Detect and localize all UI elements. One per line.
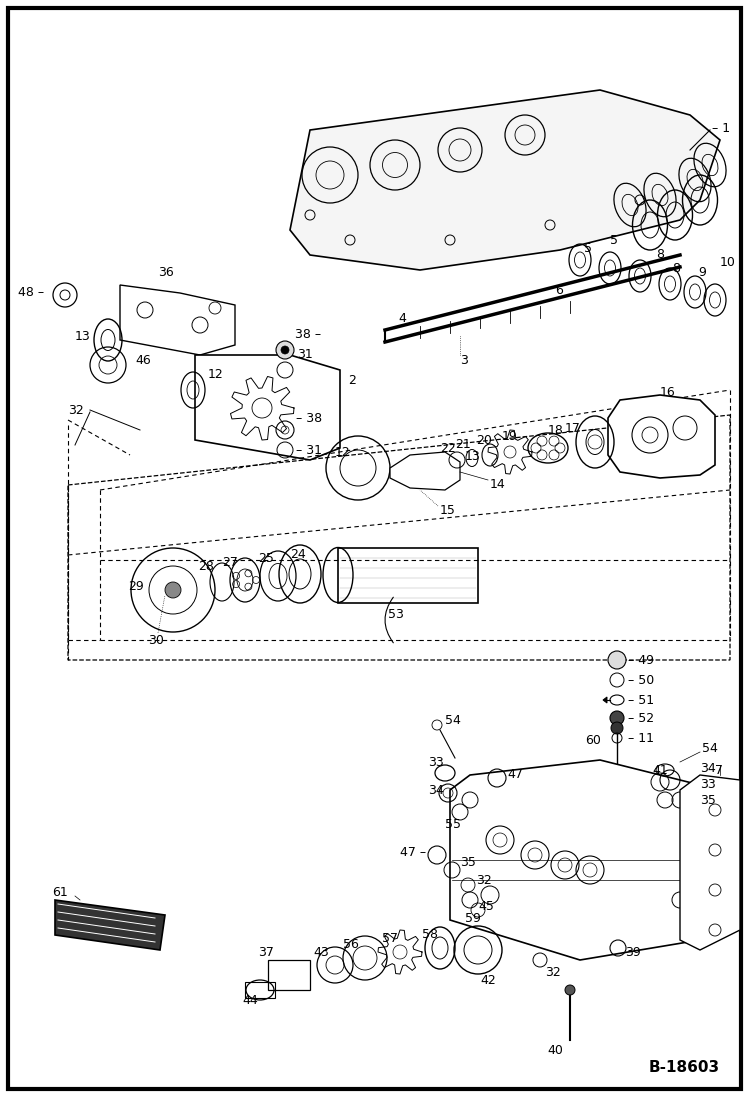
Text: 44: 44 <box>242 994 258 1007</box>
Text: 32: 32 <box>545 965 561 979</box>
Text: 54: 54 <box>445 713 461 726</box>
Text: 30: 30 <box>148 633 164 646</box>
Circle shape <box>608 651 626 669</box>
Circle shape <box>565 985 575 995</box>
Text: 61: 61 <box>52 885 67 898</box>
Text: 45: 45 <box>478 901 494 914</box>
Circle shape <box>281 346 289 354</box>
Polygon shape <box>290 90 720 270</box>
Polygon shape <box>195 355 340 460</box>
Text: 25: 25 <box>258 552 274 565</box>
Text: – 1: – 1 <box>712 122 730 135</box>
Text: 14: 14 <box>490 478 506 491</box>
Text: 42: 42 <box>480 973 496 986</box>
Text: 47: 47 <box>507 769 523 781</box>
Text: 60: 60 <box>585 734 601 746</box>
Circle shape <box>610 711 624 725</box>
Text: – 31: – 31 <box>296 443 322 456</box>
Text: 33: 33 <box>428 756 443 769</box>
Text: 15: 15 <box>440 504 456 517</box>
Text: 28: 28 <box>198 559 214 573</box>
Text: 32: 32 <box>68 404 84 417</box>
Text: 2: 2 <box>348 373 356 386</box>
Text: 16: 16 <box>660 385 676 398</box>
Polygon shape <box>120 285 235 355</box>
Text: 39: 39 <box>625 946 640 959</box>
Text: 53: 53 <box>388 609 404 622</box>
Polygon shape <box>680 774 740 950</box>
Text: – 52: – 52 <box>628 712 654 724</box>
Text: 8: 8 <box>656 249 664 261</box>
Text: – 50: – 50 <box>628 674 654 687</box>
Text: 59: 59 <box>465 912 481 925</box>
Text: B-18603: B-18603 <box>649 1060 720 1075</box>
Text: 35: 35 <box>460 856 476 869</box>
Text: 57: 57 <box>382 932 398 946</box>
Bar <box>245 982 275 998</box>
Text: 46: 46 <box>135 353 151 366</box>
Text: 18: 18 <box>548 423 564 437</box>
Text: 35: 35 <box>700 793 716 806</box>
Text: 12: 12 <box>335 446 351 460</box>
Text: 37: 37 <box>258 946 274 959</box>
Text: – 49: – 49 <box>628 654 654 667</box>
Text: 9: 9 <box>698 265 706 279</box>
Text: 4: 4 <box>398 312 406 325</box>
Text: 5: 5 <box>610 234 618 247</box>
Text: 20: 20 <box>476 434 492 448</box>
Text: 32: 32 <box>476 873 492 886</box>
Text: – 38: – 38 <box>296 411 322 425</box>
Text: 8: 8 <box>672 261 680 274</box>
Polygon shape <box>450 760 720 960</box>
Text: 34: 34 <box>428 783 443 796</box>
Text: 38 –: 38 – <box>295 328 321 341</box>
Text: 27: 27 <box>222 555 238 568</box>
Text: 41: 41 <box>652 764 668 777</box>
Text: 34: 34 <box>700 761 716 774</box>
Text: 54: 54 <box>702 742 718 755</box>
Text: 24: 24 <box>290 548 306 562</box>
Text: 36: 36 <box>158 265 174 279</box>
Text: 13: 13 <box>465 450 481 463</box>
Text: 33: 33 <box>700 779 716 792</box>
Polygon shape <box>390 452 460 490</box>
Polygon shape <box>603 697 607 703</box>
Text: – 51: – 51 <box>628 693 654 706</box>
Text: 12: 12 <box>208 369 224 382</box>
Text: 47 –: 47 – <box>400 847 426 860</box>
Text: 19: 19 <box>502 430 518 442</box>
Text: 58: 58 <box>422 928 438 941</box>
Polygon shape <box>55 900 165 950</box>
Text: 55: 55 <box>445 818 461 832</box>
Bar <box>338 548 478 603</box>
Polygon shape <box>608 395 715 478</box>
Text: – 11: – 11 <box>628 732 654 745</box>
Text: 3: 3 <box>460 353 468 366</box>
Text: 43: 43 <box>313 947 329 960</box>
Text: 17: 17 <box>565 421 581 434</box>
Text: 13: 13 <box>75 329 91 342</box>
Text: 22: 22 <box>440 441 455 454</box>
Text: 21: 21 <box>455 438 471 451</box>
Text: 5: 5 <box>584 241 592 255</box>
Circle shape <box>611 722 623 734</box>
Text: 31: 31 <box>297 349 313 362</box>
Text: 7: 7 <box>715 764 723 777</box>
Circle shape <box>276 341 294 359</box>
Text: 56: 56 <box>343 939 359 951</box>
Text: 40: 40 <box>547 1043 563 1056</box>
Bar <box>268 960 310 989</box>
Text: 10: 10 <box>720 257 736 270</box>
Circle shape <box>165 583 181 598</box>
Text: 29: 29 <box>128 580 144 593</box>
Text: 6: 6 <box>555 283 563 296</box>
Text: 48 –: 48 – <box>18 286 44 299</box>
